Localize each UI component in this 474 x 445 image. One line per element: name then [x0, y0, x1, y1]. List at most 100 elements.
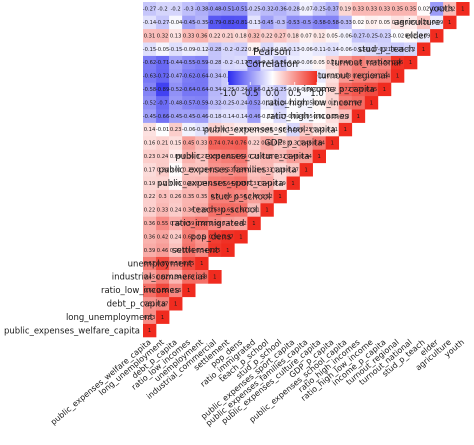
- cell-value-label: -0.27: [352, 33, 365, 39]
- cell-value-label: 0.21: [222, 33, 234, 39]
- heatmap-cell: [195, 189, 209, 204]
- heatmap-cell: [430, 28, 444, 43]
- heatmap-cell: [221, 149, 235, 164]
- heatmap-cell: [182, 216, 196, 231]
- heatmap-cell: [143, 296, 157, 311]
- row-label: elder: [405, 32, 427, 42]
- heatmap-cell: [208, 28, 222, 43]
- heatmap-cell: [169, 15, 183, 30]
- heatmap-cell: [299, 2, 313, 16]
- cell-value-label: -0.12: [195, 47, 208, 53]
- cell-value-label: 0.74: [209, 141, 221, 147]
- cell-value-label: -0.25: [273, 87, 286, 93]
- heatmap-cell: [338, 15, 353, 30]
- heatmap-cell: [377, 82, 392, 97]
- heatmap-cell: [156, 310, 170, 324]
- heatmap-cell: [273, 176, 287, 190]
- heatmap-cell: [404, 15, 418, 30]
- heatmap-cell: [286, 28, 300, 43]
- row-label: public_expenses_school_capita: [204, 125, 336, 135]
- row-label: stud_p_school: [211, 192, 271, 202]
- cell-value-label: -0.25: [221, 74, 234, 80]
- cell-value-label: -0.35: [195, 20, 208, 26]
- cell-value-label: 0.57: [379, 60, 391, 66]
- heatmap-cell: [156, 243, 170, 257]
- cell-value-label: 1: [148, 328, 151, 334]
- heatmap-cell: [390, 15, 405, 30]
- cell-value-label: -0.06: [299, 47, 312, 53]
- heatmap-cell: [143, 136, 157, 150]
- row-label: turnout_regional: [318, 72, 388, 82]
- heatmap-cell: [143, 95, 157, 110]
- heatmap-cell: [208, 229, 222, 244]
- heatmap-cell: [143, 283, 157, 298]
- cell-value-label: 0.27: [274, 33, 286, 39]
- heatmap-cell: [260, 2, 274, 16]
- cell-value-label: -0.58: [312, 20, 325, 26]
- heatmap-cell: [169, 95, 183, 110]
- cell-value-label: 0.18: [235, 33, 247, 39]
- heatmap-cell: [430, 15, 444, 30]
- cell-value-label: -0.58: [143, 87, 156, 93]
- cell-value-label: 0.35: [196, 194, 208, 200]
- heatmap-cell: [156, 95, 170, 110]
- heatmap-cell: [325, 82, 340, 97]
- heatmap-cell: [234, 162, 248, 177]
- heatmap-cell: [221, 176, 235, 190]
- cell-value-label: 0.62: [157, 275, 169, 281]
- cell-value-label: 0.45: [248, 194, 260, 200]
- heatmap-cell: [286, 176, 300, 190]
- heatmap-cell: [260, 109, 274, 123]
- cell-value-label: -0.06: [339, 33, 352, 39]
- heatmap-cell: [234, 42, 248, 56]
- heatmap-cell: [234, 229, 248, 244]
- heatmap-cell: [169, 162, 183, 177]
- cell-value-label: -0.09: [286, 60, 299, 66]
- cell-value-label: 0.54: [196, 248, 208, 254]
- cell-value-label: 1: [161, 315, 164, 321]
- cell-value-label: 0.35: [183, 194, 195, 200]
- heatmap-cell: [338, 28, 353, 43]
- legend-ticks: -1.0 -0.5 0.0 0.5 1.0: [220, 82, 324, 99]
- cell-value-label: 0.07: [366, 20, 378, 26]
- cell-value-label: 0.32: [248, 33, 260, 39]
- heatmap-cell: [182, 122, 196, 137]
- cell-value-label: 0.32: [274, 154, 286, 160]
- cell-value-label: -0.02: [286, 100, 299, 106]
- cell-value-label: -0.79: [208, 20, 221, 26]
- heatmap-cell: [182, 189, 196, 204]
- cell-value-label: 0.62: [339, 100, 351, 106]
- heatmap-cell: [143, 2, 157, 16]
- cell-value-label: 0.45: [144, 275, 156, 281]
- heatmap-cell: [390, 42, 405, 56]
- cell-value-label: 1: [396, 74, 399, 80]
- heatmap-cell: [169, 270, 183, 284]
- cell-value-label: -0.59: [195, 60, 208, 66]
- heatmap-cell: [247, 42, 261, 56]
- cell-value-label: -0.05: [299, 114, 312, 120]
- heatmap-cell: [299, 15, 313, 30]
- heatmap-cell: [208, 95, 222, 110]
- heatmap-cell: [156, 189, 170, 204]
- heatmap-cell: [260, 42, 274, 56]
- heatmap-cell: [312, 42, 326, 56]
- cell-value-label: -0.52: [143, 100, 156, 106]
- row-label: unemployment: [128, 259, 193, 269]
- heatmap-cell: [221, 82, 235, 97]
- cell-value-label: 0.3: [158, 194, 166, 200]
- heatmap-cell: [364, 28, 379, 43]
- heatmap-cell: [156, 203, 170, 217]
- cell-value-label: -0.25: [221, 87, 234, 93]
- cell-value-label: 0.59: [183, 221, 195, 227]
- cell-value-label: -0.28: [286, 7, 299, 13]
- heatmap-cell: [169, 189, 183, 204]
- heatmap-cell: [156, 42, 170, 56]
- heatmap-cell: [169, 122, 183, 137]
- cell-value-label: 0.22: [248, 141, 260, 147]
- cell-value-label: 0.11: [326, 127, 338, 133]
- row-label: teach_p_school: [192, 206, 257, 216]
- cell-value-label: 0.29: [170, 248, 182, 254]
- heatmap-cell: [195, 149, 209, 164]
- heatmap-cell: [364, 82, 379, 97]
- heatmap-cell: [169, 256, 183, 271]
